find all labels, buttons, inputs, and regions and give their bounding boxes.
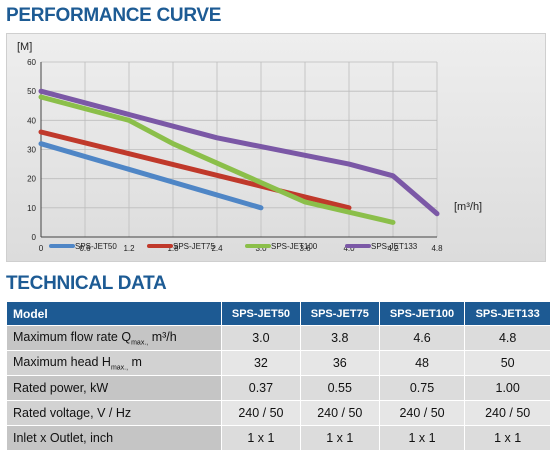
table-row: Maximum flow rate Qmax., m³/h 3.0 3.8 4.6 4.… [6, 325, 551, 351]
y-tick-label: 50 [27, 87, 36, 96]
parameter-label: Maximum head Hmax., m [6, 350, 222, 376]
performance-chart-svg: 0 10 20 30 40 50 60 0 0.6 1.2 1.8 2.4 3.0 3.6 4.0 4.2 4.… [17, 41, 482, 253]
table-cell: 1 x 1 [299, 425, 380, 451]
table-cell: 50 [464, 350, 551, 376]
technical-data-title: TECHNICAL DATA [6, 273, 167, 294]
table-cell: 48 [378, 350, 466, 376]
table-cell: 0.37 [221, 375, 301, 401]
legend-label: SPS-JET50 [75, 242, 117, 251]
x-tick-label: 0.6 [79, 244, 91, 253]
table-cell: 240 / 50 [221, 400, 301, 426]
y-tick-label: 20 [27, 175, 36, 184]
model-column-header: SPS-JET50 [221, 301, 301, 326]
y-axis-label: [M] [17, 41, 32, 53]
x-axis-label: [m³/h] [454, 201, 482, 213]
y-tick-label: 60 [27, 58, 36, 67]
table-header-row: Model SPS-JET50 SPS-JET75 SPS-JET100 SPS… [6, 301, 551, 326]
x-tick-label: 1.2 [123, 244, 135, 253]
table-cell: 36 [299, 350, 380, 376]
table-cell: 3.8 [299, 325, 380, 351]
x-tick-label: 0 [39, 244, 44, 253]
parameter-label: Maximum flow rate Qmax., m³/h [6, 325, 222, 351]
table-cell: 4.8 [464, 325, 551, 351]
x-tick-label: 4.0 [343, 244, 355, 253]
x-tick-label: 4.2 [387, 244, 399, 253]
table-cell: 4.6 [378, 325, 466, 351]
parameter-label: Rated power, kW [6, 375, 222, 401]
x-tick-label: 2.4 [211, 244, 223, 253]
series-line-sps-jet133 [38, 88, 440, 217]
legend-label: SPS-JET133 [371, 242, 418, 251]
table-cell: 3.0 [221, 325, 301, 351]
table-row: Rated voltage, V / Hz 240 / 50 240 / 50 240… [6, 400, 551, 426]
y-tick-label: 0 [32, 233, 37, 242]
table-cell: 240 / 50 [378, 400, 466, 426]
table-cell: 0.75 [378, 375, 466, 401]
x-tick-label: 4.8 [431, 244, 443, 253]
legend-label: SPS-JET75 [173, 242, 215, 251]
model-column-header: SPS-JET100 [378, 301, 466, 326]
parameter-label: Inlet x Outlet, inch [6, 425, 222, 451]
y-tick-label: 30 [27, 146, 36, 155]
x-tick-label: 3.6 [299, 244, 311, 253]
legend-label: SPS-JET100 [271, 242, 318, 251]
table-cell: 240 / 50 [299, 400, 380, 426]
table-cell: 1 x 1 [464, 425, 551, 451]
performance-chart: 0 10 20 30 40 50 60 0 0.6 1.2 1.8 2.4 3.0 3.6 4.0 4.2 4.… [6, 33, 546, 262]
performance-curve-title: PERFORMANCE CURVE [6, 5, 222, 26]
model-header: Model [6, 301, 222, 326]
model-column-header: SPS-JET133 [464, 301, 551, 326]
y-tick-label: 10 [27, 204, 36, 213]
table-cell: 1.00 [464, 375, 551, 401]
table-row: Maximum head Hmax., m 32 36 48 50 [6, 350, 551, 376]
series-line-sps-jet75 [38, 129, 352, 211]
table-row: Rated power, kW 0.37 0.55 0.75 1.00 [6, 375, 551, 401]
table-cell: 32 [221, 350, 301, 376]
parameter-label: Rated voltage, V / Hz [6, 400, 222, 426]
table-cell: 0.55 [299, 375, 380, 401]
series-line-sps-jet100 [38, 94, 396, 225]
table-cell: 240 / 50 [464, 400, 551, 426]
technical-data-table: Model SPS-JET50 SPS-JET75 SPS-JET100 SPS… [6, 301, 551, 451]
table-cell: 1 x 1 [378, 425, 466, 451]
x-tick-label: 1.8 [167, 244, 179, 253]
table-cell: 1 x 1 [221, 425, 301, 451]
x-tick-label: 3.0 [255, 244, 267, 253]
model-column-header: SPS-JET75 [299, 301, 380, 326]
y-tick-label: 40 [27, 116, 36, 125]
series-line-sps-jet50 [38, 141, 264, 211]
